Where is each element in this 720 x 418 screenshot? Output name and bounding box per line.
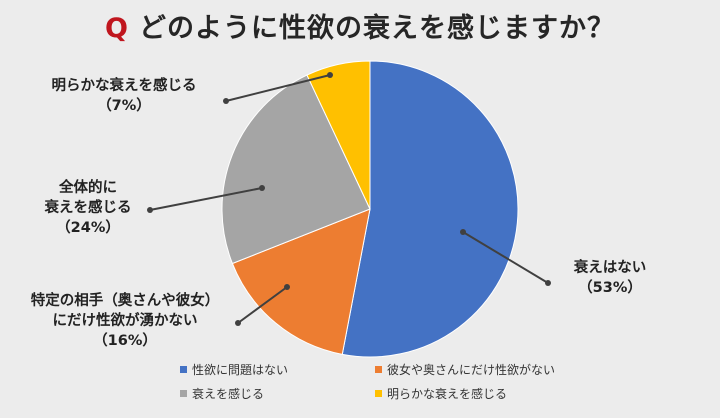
callout-dot-clear-decline-0 <box>223 98 229 104</box>
callout-label-clear-decline: 明らかな衰えを感じる （7%） <box>52 76 197 114</box>
legend-label-specific-partner: 彼女や奥さんにだけ性欲がない <box>387 362 555 377</box>
callout-dot-no-decline-1 <box>460 229 466 235</box>
legend-swatch-clear-decline <box>375 390 382 397</box>
callout-line-text: 特定の相手（奥さんや彼女） <box>31 291 220 309</box>
callout-line-text: （16%） <box>93 331 157 349</box>
callout-line-clear-decline <box>225 74 331 102</box>
callout-line-overall-decline <box>149 187 263 211</box>
legend-label-clear-decline: 明らかな衰えを感じる <box>387 386 507 401</box>
callout-line-text: 衰えを感じる <box>44 198 132 216</box>
callout-line-text: にだけ性欲が湧かない <box>53 311 198 329</box>
pie-slice-no-decline <box>341 60 519 358</box>
legend-swatch-no-decline <box>180 366 187 373</box>
callout-line-text: （24%） <box>56 218 120 236</box>
chart-title: Q どのように性欲の衰えを感じますか？ <box>0 6 720 45</box>
callout-dot-specific-partner-0 <box>235 320 241 326</box>
callout-label-overall-decline: 全体的に衰えを感じる （24%） <box>44 178 132 236</box>
callout-dot-no-decline-0 <box>545 280 551 286</box>
legend-label-overall-decline: 衰えを感じる <box>192 386 264 401</box>
callout-lines <box>147 72 551 326</box>
pie-slice-overall-decline <box>221 74 371 265</box>
callout-line-text: （7%） <box>97 96 151 114</box>
callout-label-no-decline: 衰えはない （53%） <box>573 258 647 296</box>
callout-line-text: 明らかな衰えを感じる <box>52 76 197 94</box>
legend-swatch-overall-decline <box>180 390 187 397</box>
callout-dot-clear-decline-1 <box>327 72 333 78</box>
callout-labels: 衰えはない （53%） 特定の相手（奥さんや彼女） にだけ性欲が湧かない （16%） 全体… <box>31 76 647 349</box>
title-q-mark: Q <box>105 13 129 44</box>
callout-line-text: 全体的に <box>58 178 117 196</box>
callout-line-specific-partner <box>237 286 288 324</box>
callout-dot-overall-decline-0 <box>147 207 153 213</box>
legend-swatch-specific-partner <box>375 366 382 373</box>
callout-label-specific-partner: 特定の相手（奥さんや彼女） にだけ性欲が湧かない （16%） <box>31 291 220 349</box>
title-text: どのように性欲の衰えを感じますか？ <box>138 13 615 44</box>
pie-slice-specific-partner <box>231 208 371 355</box>
legend-label-no-decline: 性欲に問題はない <box>192 363 288 377</box>
callout-line-text: 衰えはない <box>573 258 647 276</box>
callout-dot-specific-partner-1 <box>284 284 290 290</box>
callout-dot-overall-decline-1 <box>259 185 265 191</box>
callout-line-text: （53%） <box>578 278 642 296</box>
callout-line-no-decline <box>462 231 549 284</box>
pie-slices <box>221 60 519 358</box>
pie-slice-clear-decline <box>306 60 371 210</box>
